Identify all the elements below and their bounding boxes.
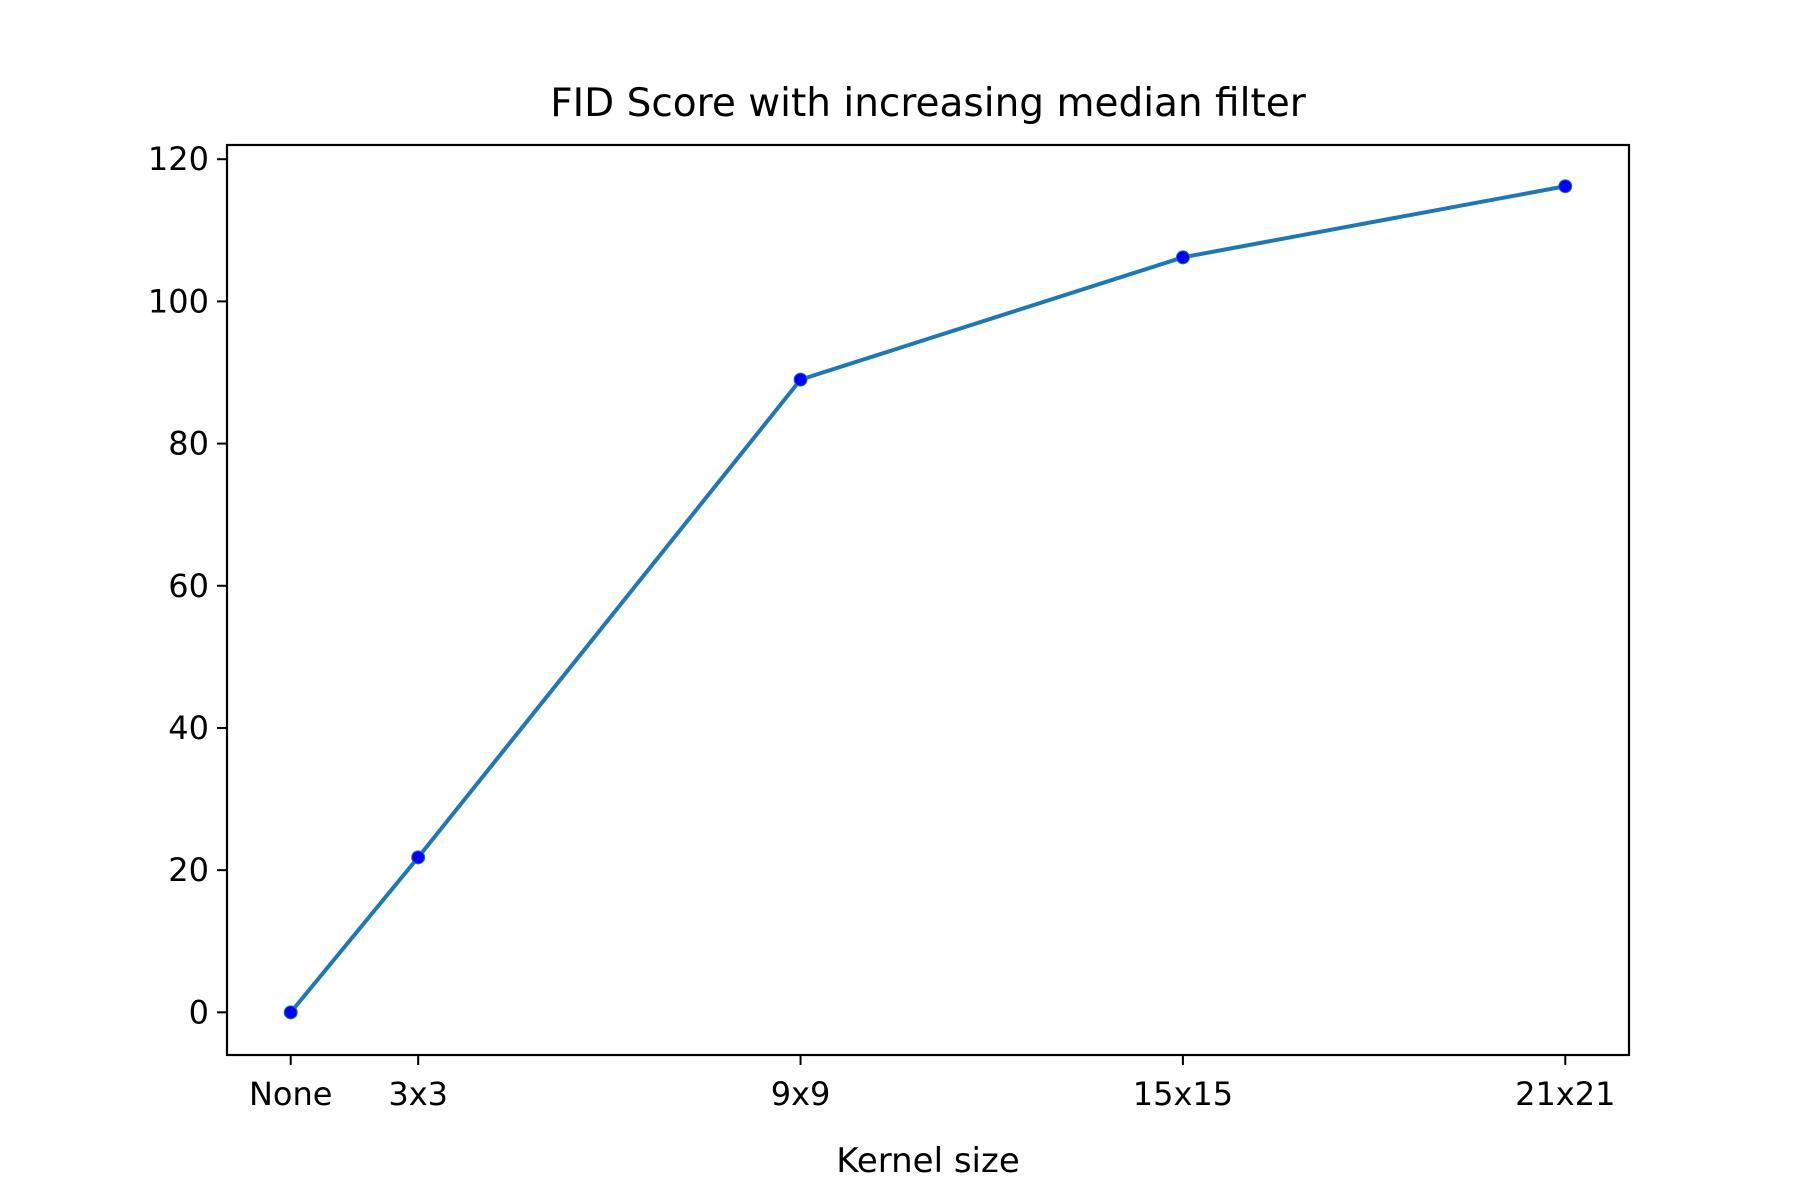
x-tick-label: 3x3 xyxy=(388,1075,448,1113)
chart-title: FID Score with increasing median filter xyxy=(550,81,1306,126)
plot-area-frame xyxy=(225,143,1631,1057)
y-tick-label: 20 xyxy=(168,851,209,889)
series-line xyxy=(289,184,1566,1014)
y-tick-label: 60 xyxy=(168,567,209,605)
x-tick-label: 9x9 xyxy=(771,1075,831,1113)
data-point xyxy=(283,1005,298,1020)
y-tick-label: 40 xyxy=(168,709,209,747)
data-point xyxy=(411,850,426,865)
x-axis-label: Kernel size xyxy=(836,1141,1020,1181)
x-tick-label: 15x15 xyxy=(1133,1075,1233,1113)
y-tick-label: 0 xyxy=(189,993,209,1031)
y-tick-label: 120 xyxy=(148,140,209,178)
x-tick-label: 21x21 xyxy=(1515,1075,1615,1113)
y-tick-label: 80 xyxy=(168,425,209,463)
series-layer xyxy=(283,179,1573,1020)
y-axis: 0 20 40 60 80 100 120 xyxy=(148,140,227,1031)
x-axis: None 3x3 9x9 15x15 21x21 xyxy=(249,1055,1615,1113)
data-point xyxy=(1175,250,1190,265)
data-point xyxy=(1558,179,1573,194)
data-point xyxy=(793,372,808,387)
y-tick-label: 100 xyxy=(148,282,209,320)
x-tick-label: None xyxy=(249,1075,332,1113)
